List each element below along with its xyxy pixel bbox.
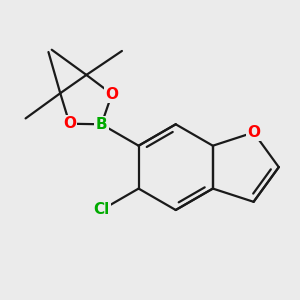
Text: O: O bbox=[105, 87, 119, 102]
Text: B: B bbox=[96, 117, 107, 132]
Text: Cl: Cl bbox=[93, 202, 110, 217]
Text: O: O bbox=[247, 125, 260, 140]
Text: O: O bbox=[63, 116, 76, 131]
